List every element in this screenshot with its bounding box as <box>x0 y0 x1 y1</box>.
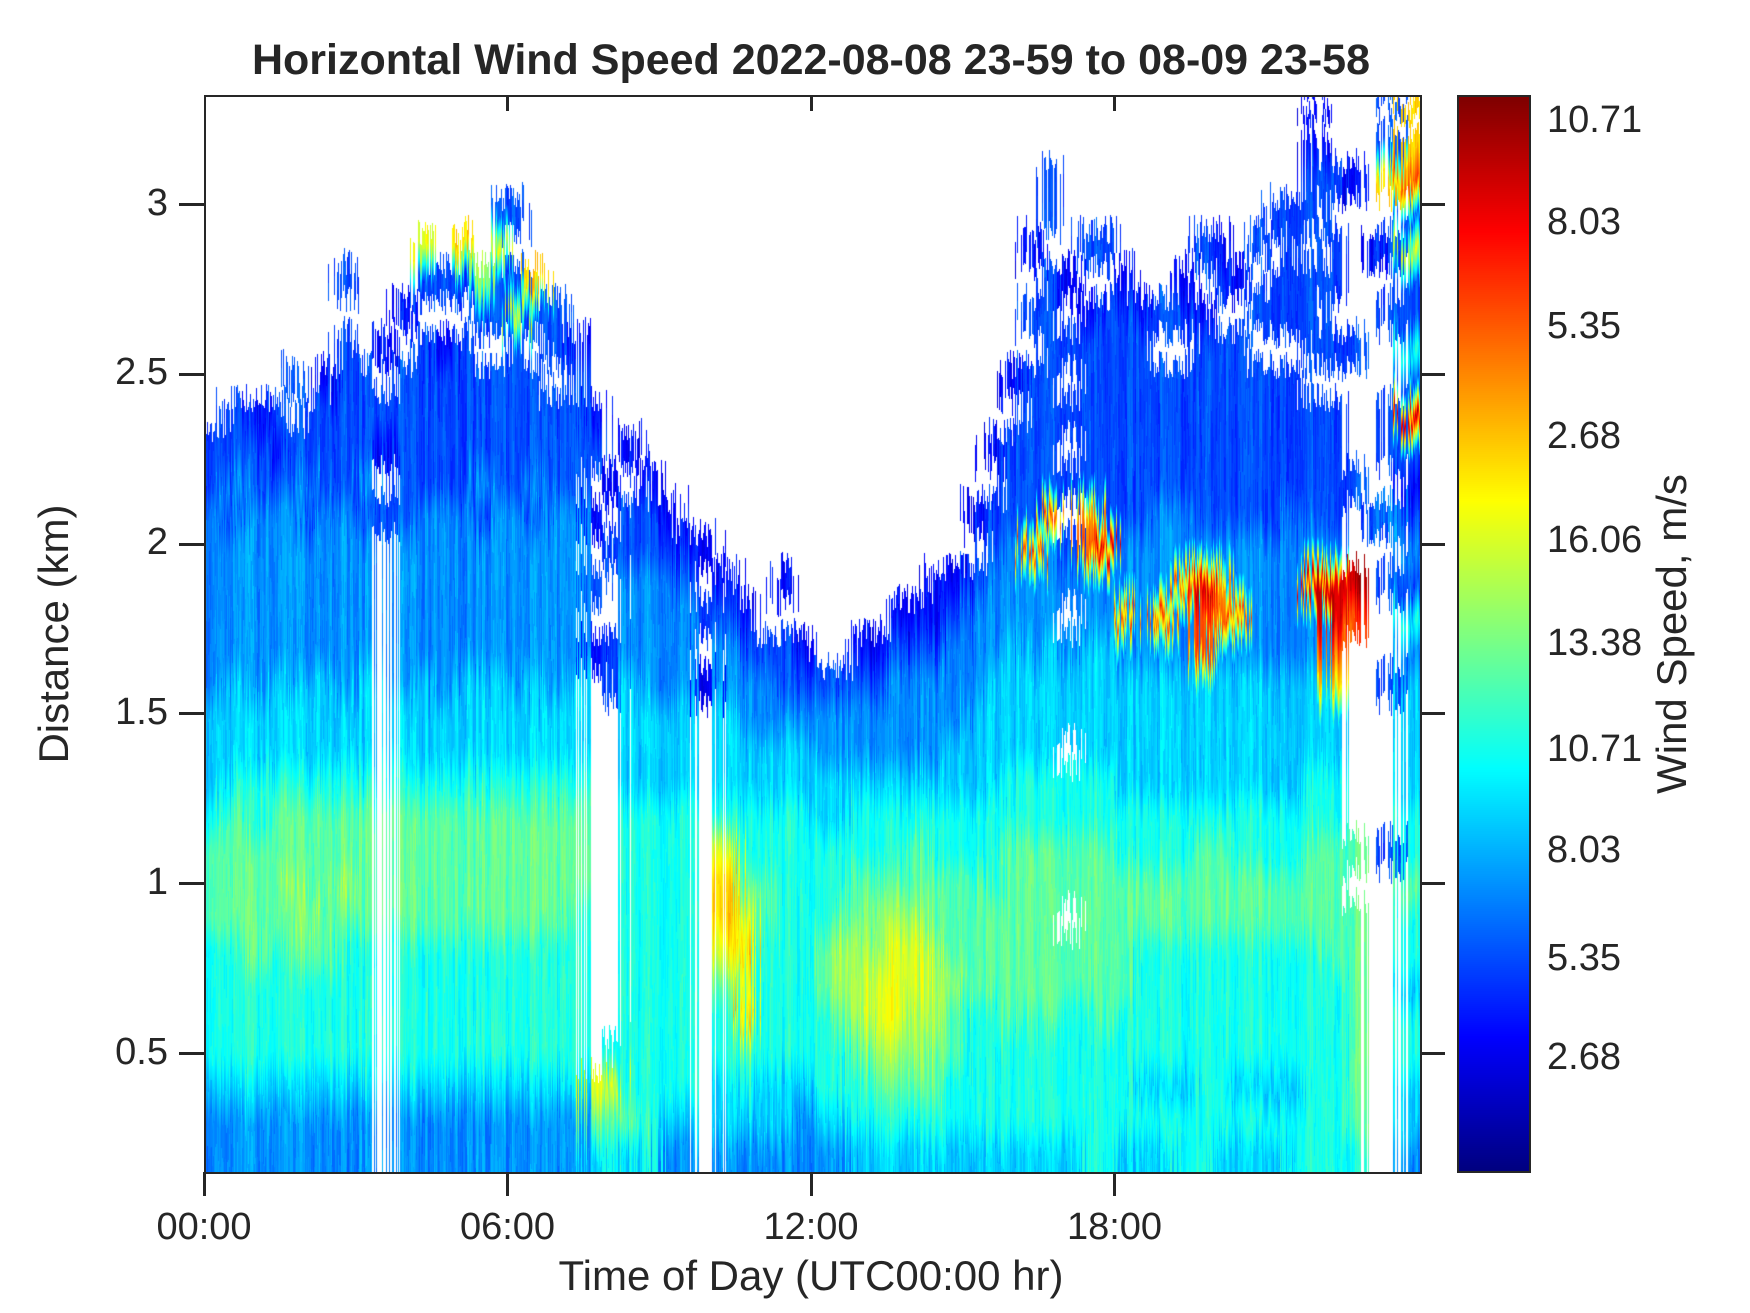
y-tick-label: 2.5 <box>115 351 168 394</box>
y-tick <box>179 1052 204 1056</box>
chart-title: Horizontal Wind Speed 2022-08-08 23-59 t… <box>251 36 1371 84</box>
y-tick <box>179 712 204 716</box>
y-tick <box>179 882 204 886</box>
colorbar-tick-label: 10.71 <box>1547 728 1643 771</box>
colorbar-tick-label: 10.71 <box>1547 98 1643 141</box>
colorbar-tick-label: 8.03 <box>1547 200 1621 243</box>
colorbar-canvas <box>1459 97 1529 1171</box>
colorbar-tick-label: 5.35 <box>1547 305 1621 348</box>
x-tick-label: 18:00 <box>1066 1206 1163 1248</box>
y-tick-label: 0.5 <box>115 1030 168 1073</box>
x-tick-label: 12:00 <box>763 1206 859 1248</box>
y-tick-label: 1.5 <box>115 690 168 733</box>
colorbar-tick-label: 2.68 <box>1547 1036 1621 1079</box>
y-tick-label: 3 <box>146 181 168 224</box>
y-tick-right <box>1420 882 1445 886</box>
colorbar-tick-label: 5.35 <box>1547 936 1621 979</box>
x-tick-label: 00:00 <box>156 1206 252 1248</box>
x-tick <box>202 1172 206 1196</box>
y-tick-label: 1 <box>146 860 168 903</box>
y-tick-right <box>1420 372 1445 376</box>
x-tick-top <box>1113 95 1116 111</box>
colorbar-tick-label: 8.03 <box>1547 829 1621 872</box>
x-tick <box>1113 1172 1116 1196</box>
x-tick-top <box>809 95 813 111</box>
y-tick <box>179 542 204 546</box>
x-tick-label: 06:00 <box>459 1206 556 1248</box>
y-axis-label: Distance (km) <box>30 504 77 764</box>
y-tick <box>179 372 204 376</box>
colorbar-tick-label: 16.06 <box>1547 518 1643 561</box>
x-tick <box>809 1172 813 1196</box>
x-tick-top <box>506 95 509 111</box>
y-tick-right <box>1420 542 1445 546</box>
y-tick-right <box>1420 712 1445 716</box>
y-tick-right <box>1420 1052 1445 1056</box>
colorbar-tick-label: 13.38 <box>1547 621 1643 664</box>
plot-area <box>204 95 1422 1174</box>
y-tick-right <box>1420 203 1445 207</box>
y-tick <box>179 203 204 207</box>
colorbar-tick-label: 2.68 <box>1547 414 1621 457</box>
x-axis-label: Time of Day (UTC00:00 hr) <box>558 1252 1064 1299</box>
colorbar <box>1457 95 1531 1173</box>
heatmap-canvas <box>206 97 1420 1172</box>
y-tick-label: 2 <box>146 521 168 564</box>
colorbar-label: Wind Speed, m/s <box>1648 474 1695 794</box>
x-tick <box>506 1172 509 1196</box>
